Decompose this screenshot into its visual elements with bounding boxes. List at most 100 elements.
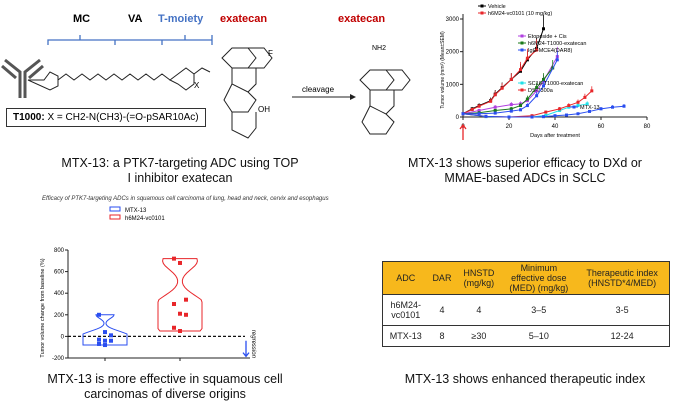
data-point	[477, 104, 481, 108]
data-point	[489, 99, 493, 103]
data-point	[184, 312, 188, 317]
va-label: VA	[128, 13, 143, 25]
y-tick-label: 3000	[446, 17, 460, 23]
legend-label: Etoposide + Cis	[528, 34, 567, 40]
t1000-definition-box: T1000: X = CH2-N(CH3)-(=O-pSAR10Ac)	[6, 108, 206, 127]
line-chart-caption: MTX-13 shows superior efficacy to DXd or…	[408, 156, 642, 185]
data-point	[461, 112, 465, 116]
regression-arrow-icon	[242, 340, 250, 358]
violin-shape	[157, 258, 203, 332]
y-tick-label: 0	[61, 334, 65, 340]
data-point	[519, 108, 522, 112]
data-point	[542, 77, 545, 81]
y-axis-label: Tumor volume change from baseline (%)	[40, 258, 46, 357]
antibody-icon	[1, 58, 44, 98]
data-point	[583, 95, 587, 99]
data-point	[542, 27, 545, 31]
y-tick-label: 600	[54, 270, 65, 276]
legend-label: h6M24-vc0101	[125, 216, 165, 222]
data-point	[535, 94, 539, 98]
legend-label: IgG-MCE4(DAR8)	[528, 48, 572, 54]
legend-marker	[520, 41, 524, 45]
data-point	[599, 107, 603, 111]
nh2-label: NH2	[372, 45, 386, 52]
legend-label: DS-7300a	[528, 88, 554, 94]
x-tick-label: 80	[644, 124, 651, 130]
data-point	[542, 115, 545, 119]
data-point	[565, 113, 568, 117]
data-point	[500, 86, 504, 90]
data-point	[509, 109, 513, 113]
data-point	[567, 104, 571, 108]
table-cell: 4	[476, 305, 482, 315]
legend-marker	[520, 88, 524, 92]
legend-marker	[520, 81, 524, 85]
data-point	[544, 113, 548, 117]
data-point	[535, 86, 539, 90]
violin-caption: MTX-13 is more effective in squamous cel…	[47, 372, 283, 401]
data-point	[576, 112, 580, 116]
data-point	[519, 104, 522, 108]
exatecan-core	[221, 47, 273, 139]
data-point	[525, 97, 529, 101]
y-tick-label: 1000	[446, 82, 460, 88]
exatecan-label: exatecan	[220, 13, 267, 25]
data-point	[519, 69, 522, 73]
legend-label: MTX-13	[125, 208, 147, 214]
table-header: HNSTD (mg/kg)	[463, 268, 495, 288]
legend-swatch	[109, 206, 121, 212]
data-point	[97, 341, 101, 346]
series-line	[462, 49, 537, 115]
data-point	[484, 114, 488, 118]
y-tick-label: 400	[54, 291, 65, 297]
data-point	[103, 343, 107, 348]
y-tick-label: 2000	[446, 50, 460, 56]
table-cell: 5–10	[528, 331, 549, 341]
data-point	[493, 111, 497, 115]
data-point	[493, 108, 497, 112]
data-point	[542, 84, 545, 88]
y-tick-label: 800	[54, 248, 65, 254]
data-point	[507, 115, 511, 119]
data-point	[172, 302, 176, 306]
data-point	[576, 100, 580, 104]
tmoiety-label: T-moiety	[158, 13, 204, 25]
x-tick-label: 40	[552, 124, 559, 130]
violin-shape	[82, 314, 128, 346]
y-tick-label: 200	[54, 313, 65, 319]
table-header: Therapeutic index (HNSTD*4/MED)	[586, 268, 658, 288]
data-point	[544, 110, 548, 114]
oh-label: OH	[258, 105, 270, 114]
legend-marker	[572, 105, 576, 109]
data-point	[590, 89, 594, 93]
data-point	[470, 107, 474, 111]
legend-label: h6M24-T1000-exatecan	[528, 41, 586, 47]
table-cell: MTX-13	[389, 331, 422, 341]
therapeutic-index-table: ADC DAR HNSTD (mg/kg) Minimum effective dos…	[382, 261, 670, 347]
data-point	[493, 105, 497, 109]
table-cell: 3–5	[531, 305, 547, 315]
data-point	[535, 89, 539, 93]
data-point	[576, 104, 580, 108]
x-tick-label: 20	[506, 124, 513, 130]
regression-label: regression	[250, 330, 256, 359]
legend-label: Vehicle	[488, 4, 506, 10]
data-point	[525, 58, 529, 62]
violin-chart: Efficacy of PTK7-targeting ADCs in squam…	[40, 196, 329, 362]
linker-brackets	[47, 35, 213, 45]
chart-title: Efficacy of PTK7-targeting ADCs in squam…	[42, 196, 329, 202]
table-header: DAR	[432, 273, 452, 283]
data-point	[530, 115, 534, 119]
data-point	[585, 102, 589, 106]
structure-caption: MTX-13: a PTK7-targeting ADC using TOP I…	[61, 156, 299, 185]
table-cell: 3-5	[615, 305, 629, 315]
t1000-definition: X = CH2-N(CH3)-(=O-pSAR10Ac)	[47, 112, 199, 123]
data-point	[103, 338, 107, 343]
legend-label: h6M24-vc0101 (10 mg/kg)	[488, 11, 552, 17]
table-header: ADC	[396, 273, 416, 283]
legend-marker	[520, 48, 524, 52]
data-point	[509, 107, 513, 111]
table-caption: MTX-13 shows enhanced therapeutic index	[404, 372, 646, 386]
